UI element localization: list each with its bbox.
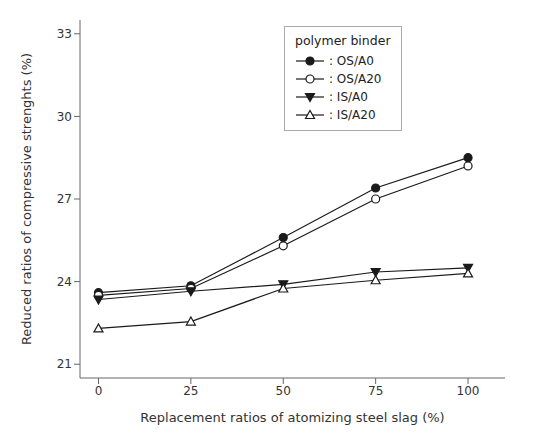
svg-text:21: 21	[57, 357, 72, 371]
html-text:: IS/A20: : IS/A20	[329, 108, 376, 122]
svg-text:27: 27	[57, 192, 72, 206]
html-text:polymer binder: polymer binder	[295, 33, 391, 48]
html-text:: OS/A20: : OS/A20	[329, 72, 382, 86]
svg-text:25: 25	[183, 384, 198, 398]
svg-text:Replacement ratios of atomizin: Replacement ratios of atomizing steel sl…	[140, 410, 444, 425]
svg-text:100: 100	[457, 384, 480, 398]
html-text:: IS/A0: : IS/A0	[329, 90, 368, 104]
svg-text:50: 50	[276, 384, 291, 398]
svg-text:33: 33	[57, 27, 72, 41]
html-text:: OS/A0: : OS/A0	[329, 54, 374, 68]
svg-text:24: 24	[57, 275, 72, 289]
svg-text:Reduced ratios of compressive: Reduced ratios of compressive strenghts …	[19, 53, 34, 345]
svg-text:0: 0	[95, 384, 103, 398]
svg-text:30: 30	[57, 110, 72, 124]
svg-text:75: 75	[368, 384, 383, 398]
